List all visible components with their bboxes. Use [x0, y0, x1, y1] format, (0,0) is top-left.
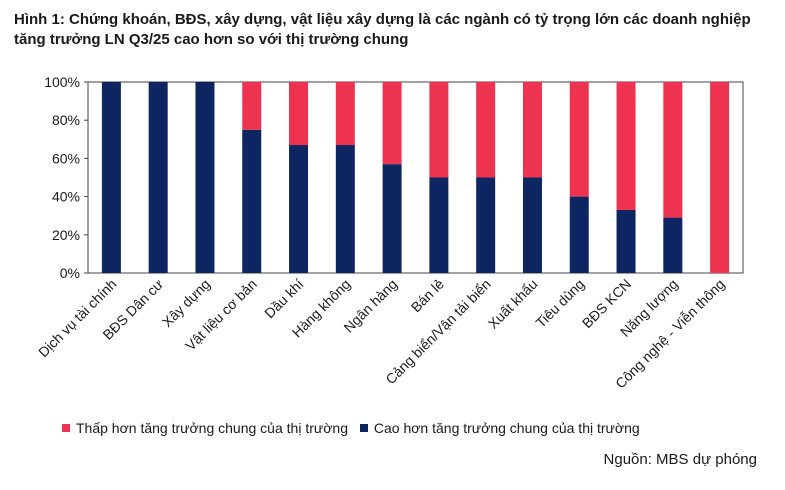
bar-segment-lower	[382, 82, 402, 165]
x-tick-label: Bán lẻ	[408, 276, 448, 316]
legend-label-higher: Cao hơn tăng trưởng chung của thị trường	[373, 420, 640, 436]
bar-segment-higher	[242, 129, 262, 273]
bar-segment-lower	[522, 82, 542, 178]
legend-label-lower: Thấp hơn tăng trưởng chung của thị trườn…	[76, 420, 348, 436]
bar-segment-higher	[101, 82, 121, 273]
bar-segment-higher	[476, 177, 496, 273]
bar-segment-lower	[289, 82, 309, 146]
chart-title: Hình 1: Chứng khoán, BĐS, xây dựng, vật …	[14, 11, 751, 48]
x-tick-label: Dầu khí	[261, 276, 307, 322]
bar-segment-lower	[429, 82, 449, 178]
y-tick-label: 80%	[52, 112, 80, 128]
bar-segment-lower	[242, 82, 262, 130]
bar-segment-higher	[195, 82, 215, 273]
bar-segment-higher	[522, 177, 542, 273]
legend-item-higher: Cao hơn tăng trưởng chung của thị trường	[359, 420, 640, 436]
legend-item-lower: Thấp hơn tăng trưởng chung của thị trườn…	[62, 420, 348, 436]
bar-segment-higher	[382, 164, 402, 273]
bar-segment-lower	[663, 82, 683, 218]
bar-segment-higher	[335, 145, 355, 273]
bar-segment-higher	[569, 196, 589, 273]
y-tick-label: 100%	[44, 74, 80, 90]
x-tick-label: Tiêu dùng	[532, 276, 587, 331]
x-tick-label: Xuất khẩu	[485, 276, 541, 332]
source-note: Nguồn: MBS dự phóng	[603, 451, 757, 468]
bar-segment-lower	[710, 82, 730, 273]
bar-segment-lower	[335, 82, 355, 146]
bar-segment-higher	[663, 217, 683, 273]
legend-swatch-higher	[359, 424, 368, 432]
bar-segment-lower	[569, 82, 589, 197]
chart-area: 0% 20% 40% 60% 80% 100% Dịch vụ tài chính BĐS D…	[0, 60, 785, 420]
y-tick-label: 0%	[60, 265, 80, 281]
bar-segment-higher	[429, 177, 449, 273]
legend-swatch-lower	[62, 424, 70, 432]
bar-segment-lower	[476, 82, 496, 178]
y-tick-label: 60%	[52, 150, 80, 166]
bar-segment-higher	[616, 209, 636, 273]
bar-segment-lower	[616, 82, 636, 210]
y-tick-label: 20%	[52, 227, 80, 243]
y-tick-label: 40%	[52, 189, 80, 205]
x-tick-label: Dịch vụ tài chính	[35, 276, 119, 360]
bar-segment-higher	[148, 82, 168, 273]
legend: Thấp hơn tăng trưởng chung của thị trườn…	[62, 419, 648, 436]
bar-segment-higher	[289, 145, 309, 273]
plot-frame	[87, 81, 744, 274]
